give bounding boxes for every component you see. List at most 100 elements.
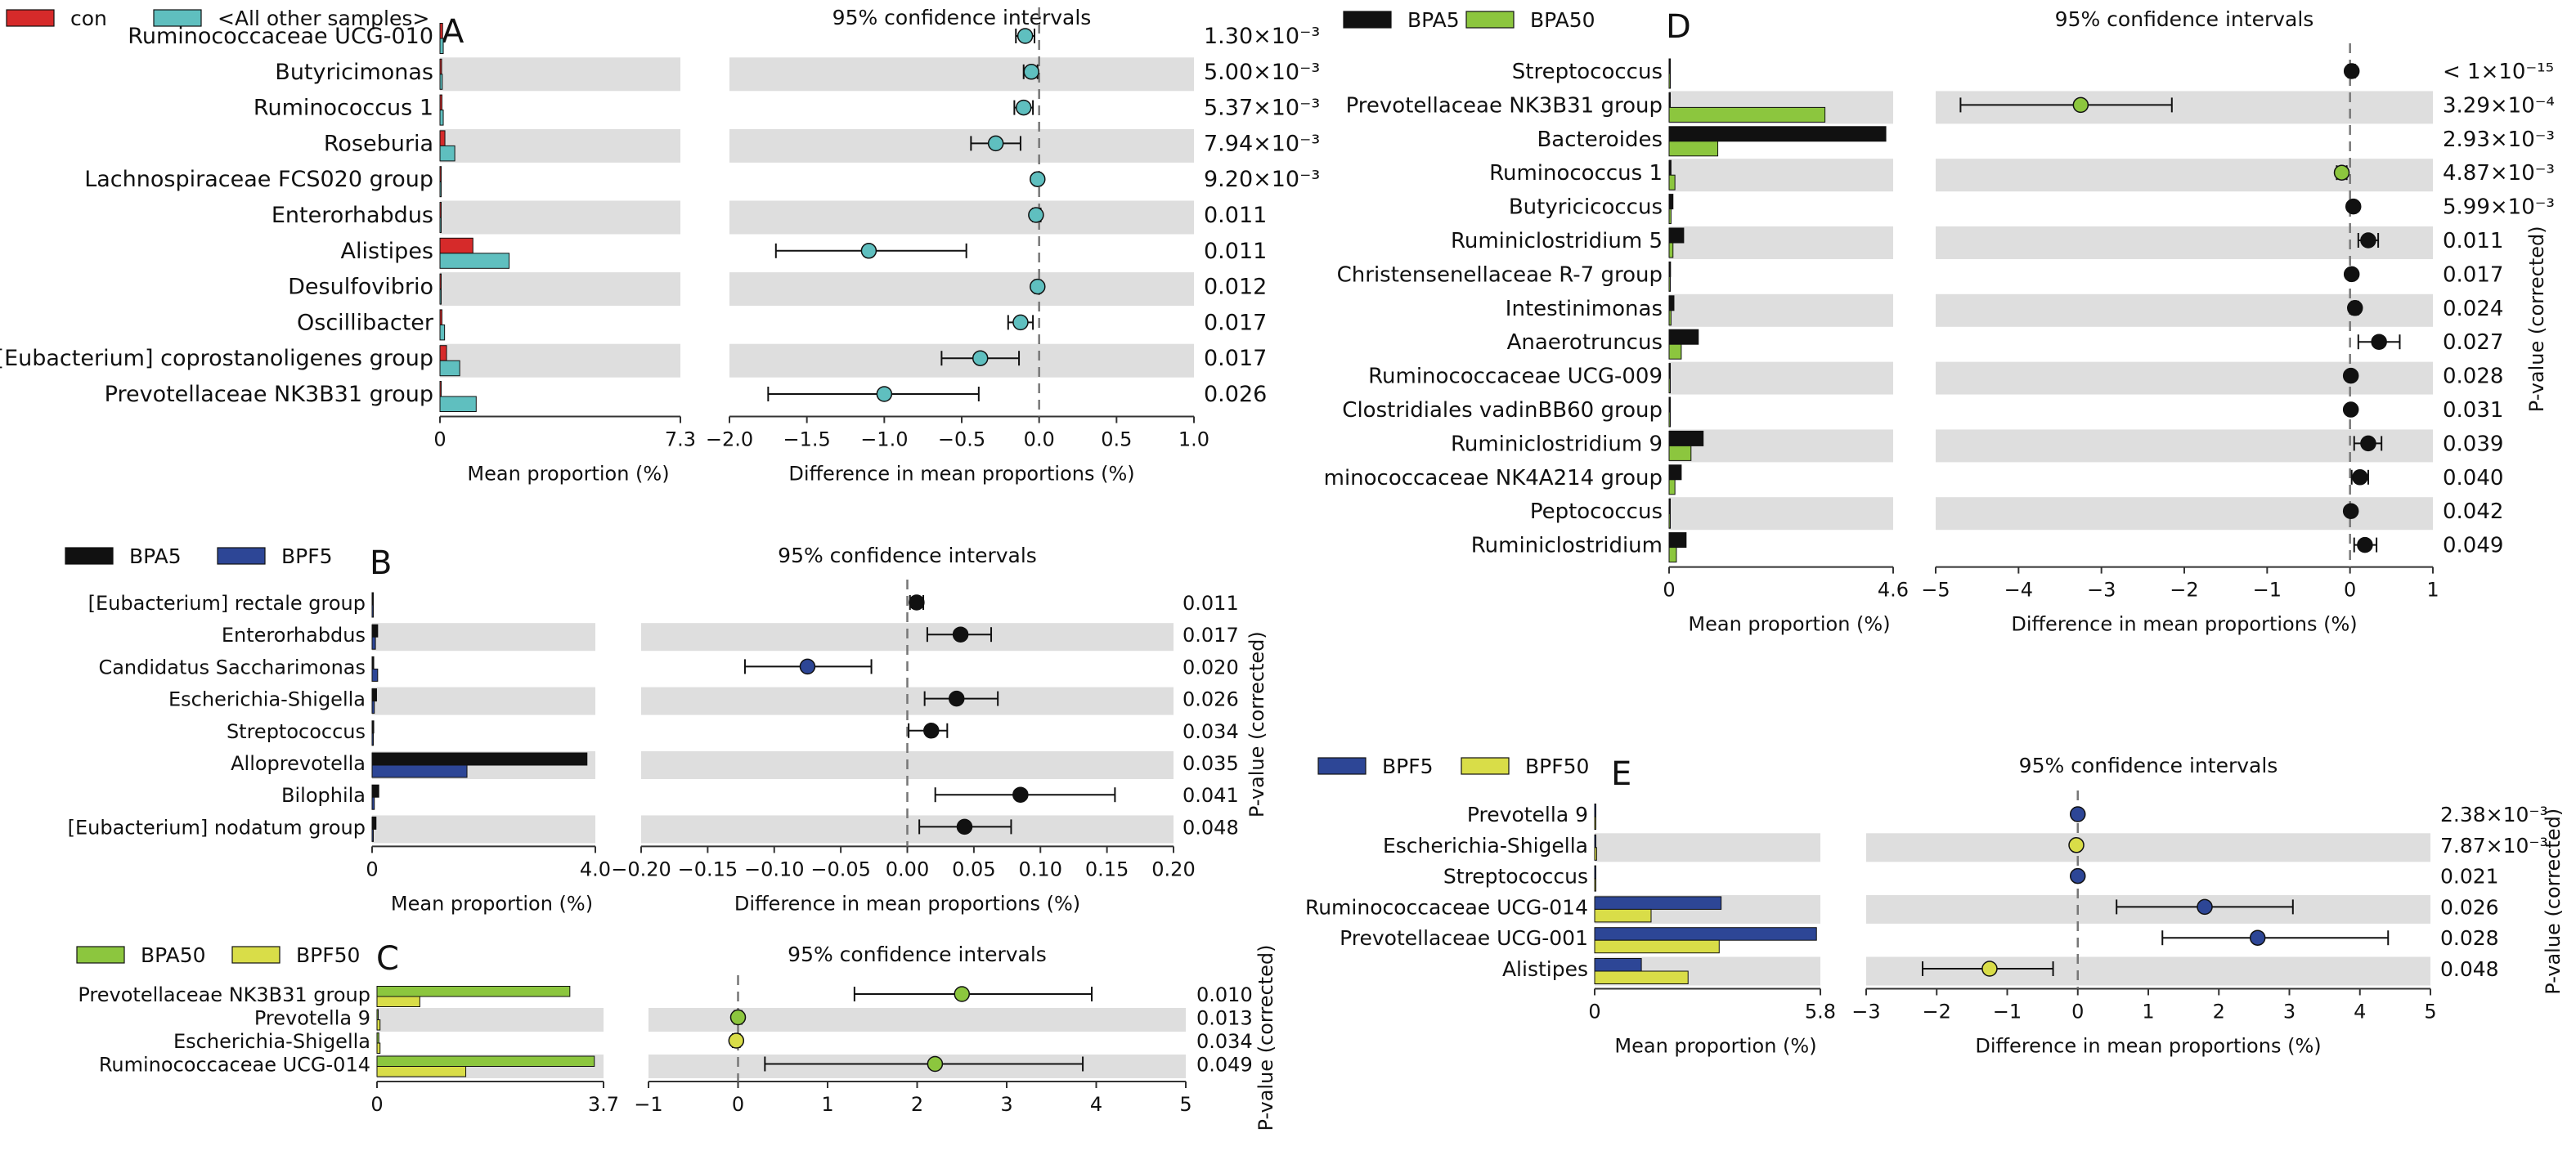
p-value: 0.049 — [1196, 1054, 1253, 1077]
bar-10-series-1 — [439, 345, 447, 361]
p-value: 7.87×10⁻³ — [2440, 834, 2548, 858]
bar-5-series-1 — [371, 720, 375, 734]
bar-2-series-2 — [371, 636, 376, 650]
diff-axis-tick-label: 2 — [2213, 1001, 2225, 1023]
bar-2-series-1 — [376, 1009, 379, 1020]
p-value: 4.87×10⁻³ — [2443, 161, 2555, 186]
ci-point-1 — [1016, 28, 1034, 44]
row-label: Ruminiclostridium 9 — [1451, 432, 1663, 456]
diff-axis-tick-label: 4 — [2354, 1001, 2366, 1023]
row-shade — [729, 343, 1194, 378]
p-value: 0.049 — [2443, 534, 2503, 558]
p-value: 0.017 — [1183, 624, 1239, 647]
p-value: 0.011 — [1204, 239, 1267, 264]
p-value-axis-label: P-value (corrected) — [1254, 945, 1277, 1131]
row-label: Ruminococcaceae UCG-014 — [99, 1054, 370, 1077]
ci-point-5 — [2249, 929, 2266, 946]
row-label: Streptococcus — [1512, 60, 1663, 84]
bar-6-series-2 — [439, 217, 442, 233]
diff-axis-tick-label: −1 — [2253, 579, 2282, 602]
p-value-axis-label: P-value (corrected) — [1245, 631, 1268, 817]
bar-14-series-1 — [1668, 498, 1671, 514]
bar-2-series-2 — [1594, 847, 1597, 861]
row-label: Streptococcus — [1443, 865, 1588, 889]
ci-point-4 — [987, 135, 1004, 152]
ci-point-10 — [972, 350, 989, 366]
row-label: Peptococcus — [1530, 499, 1663, 524]
p-value: 0.026 — [1183, 688, 1239, 711]
row-label: Alistipes — [1502, 957, 1588, 981]
p-value: 0.048 — [2440, 957, 2499, 981]
bar-7-series-2 — [439, 253, 510, 269]
row-label: Anaerotruncus — [1507, 330, 1663, 355]
p-value-axis-label: P-value (corrected) — [2542, 808, 2565, 995]
bar-7-series-1 — [371, 784, 379, 798]
ci-point-3 — [799, 658, 816, 675]
p-value: 0.017 — [1204, 310, 1267, 335]
row-shade — [729, 57, 1194, 92]
diff-axis-tick-label: 0.20 — [1151, 858, 1195, 880]
p-value: 0.011 — [1204, 203, 1267, 228]
bar-1-series-2 — [376, 996, 420, 1007]
bar-axis-tick-label: 0 — [1663, 579, 1675, 602]
row-shade — [372, 687, 595, 715]
bar-11-series-2 — [439, 396, 477, 412]
diff-axis-tick-label: 1.0 — [1178, 428, 1209, 451]
ci-point-3 — [728, 1032, 745, 1049]
bar-8-series-1 — [1668, 295, 1675, 311]
ci-point-5 — [923, 723, 940, 739]
bar-3-series-1 — [371, 656, 375, 670]
row-label: Streptococcus — [227, 720, 366, 743]
diff-axis-label: Difference in mean proportions (%) — [788, 463, 1134, 486]
panel-letter: A — [442, 13, 464, 51]
row-label: Prevotella 9 — [1467, 803, 1588, 826]
diff-axis-tick-label: −2 — [2170, 579, 2198, 602]
ci-point-7 — [1012, 786, 1029, 803]
bar-1-series-1 — [1668, 58, 1671, 74]
diff-axis-tick-label: −1 — [1993, 1001, 2022, 1023]
bar-4-series-2 — [439, 145, 456, 162]
panel-B: BPA5 BPF5 B 95% confidence intervals [Eubact… — [65, 544, 1268, 915]
legend-label: BPA50 — [1530, 8, 1595, 32]
row-shade — [1866, 833, 2430, 862]
legend-label: BPF5 — [1382, 755, 1434, 778]
diff-axis-tick-label: −0.10 — [744, 858, 805, 880]
ci-title: 95% confidence intervals — [2055, 7, 2314, 31]
bar-1-series-2 — [1668, 73, 1671, 89]
bar-5-series-1 — [1594, 927, 1817, 941]
diff-axis-tick-label: 0.15 — [1085, 858, 1129, 880]
diff-axis-tick-label: 1 — [2426, 579, 2439, 602]
bar-3-series-2 — [1594, 878, 1596, 892]
p-value: 0.021 — [2440, 865, 2499, 889]
bar-11-series-1 — [439, 381, 442, 397]
bar-11-series-2 — [1668, 411, 1671, 428]
p-value: 0.017 — [1204, 346, 1267, 371]
row-label: Prevotellaceae NK3B31 group — [1346, 93, 1663, 118]
bar-6-series-1 — [1594, 958, 1642, 972]
row-label: Bilophila — [281, 784, 366, 807]
bar-axis-label: Mean proportion (%) — [1614, 1035, 1816, 1058]
bar-6-series-1 — [1668, 227, 1685, 244]
bar-3-series-2 — [376, 1042, 381, 1054]
diff-axis-tick-label: 0 — [732, 1093, 744, 1116]
legend-label: BPA5 — [129, 544, 182, 568]
diff-axis-tick-label: 1 — [821, 1093, 833, 1116]
bar-4-series-1 — [1668, 159, 1672, 176]
bar-2-series-2 — [1668, 106, 1826, 123]
diff-axis-tick-label: −3 — [2087, 579, 2116, 602]
p-value: 0.041 — [1183, 784, 1239, 807]
bar-4-series-2 — [1668, 174, 1676, 190]
row-shade — [1595, 833, 1820, 862]
row-label: Escherichia-Shigella — [173, 1030, 370, 1053]
bar-8-series-2 — [1668, 310, 1672, 326]
bar-8-series-1 — [439, 273, 442, 290]
bar-8-series-2 — [439, 289, 442, 305]
row-shade — [1669, 361, 1893, 395]
ci-point-1 — [909, 594, 925, 611]
p-value: 0.048 — [1183, 816, 1239, 839]
row-label: Christensenellaceae R-7 group — [1337, 262, 1663, 287]
bar-5-series-2 — [371, 732, 374, 746]
diff-axis-tick-label: −0.20 — [611, 858, 671, 880]
bar-3-series-2 — [439, 110, 444, 126]
bar-6-series-2 — [1594, 970, 1689, 984]
